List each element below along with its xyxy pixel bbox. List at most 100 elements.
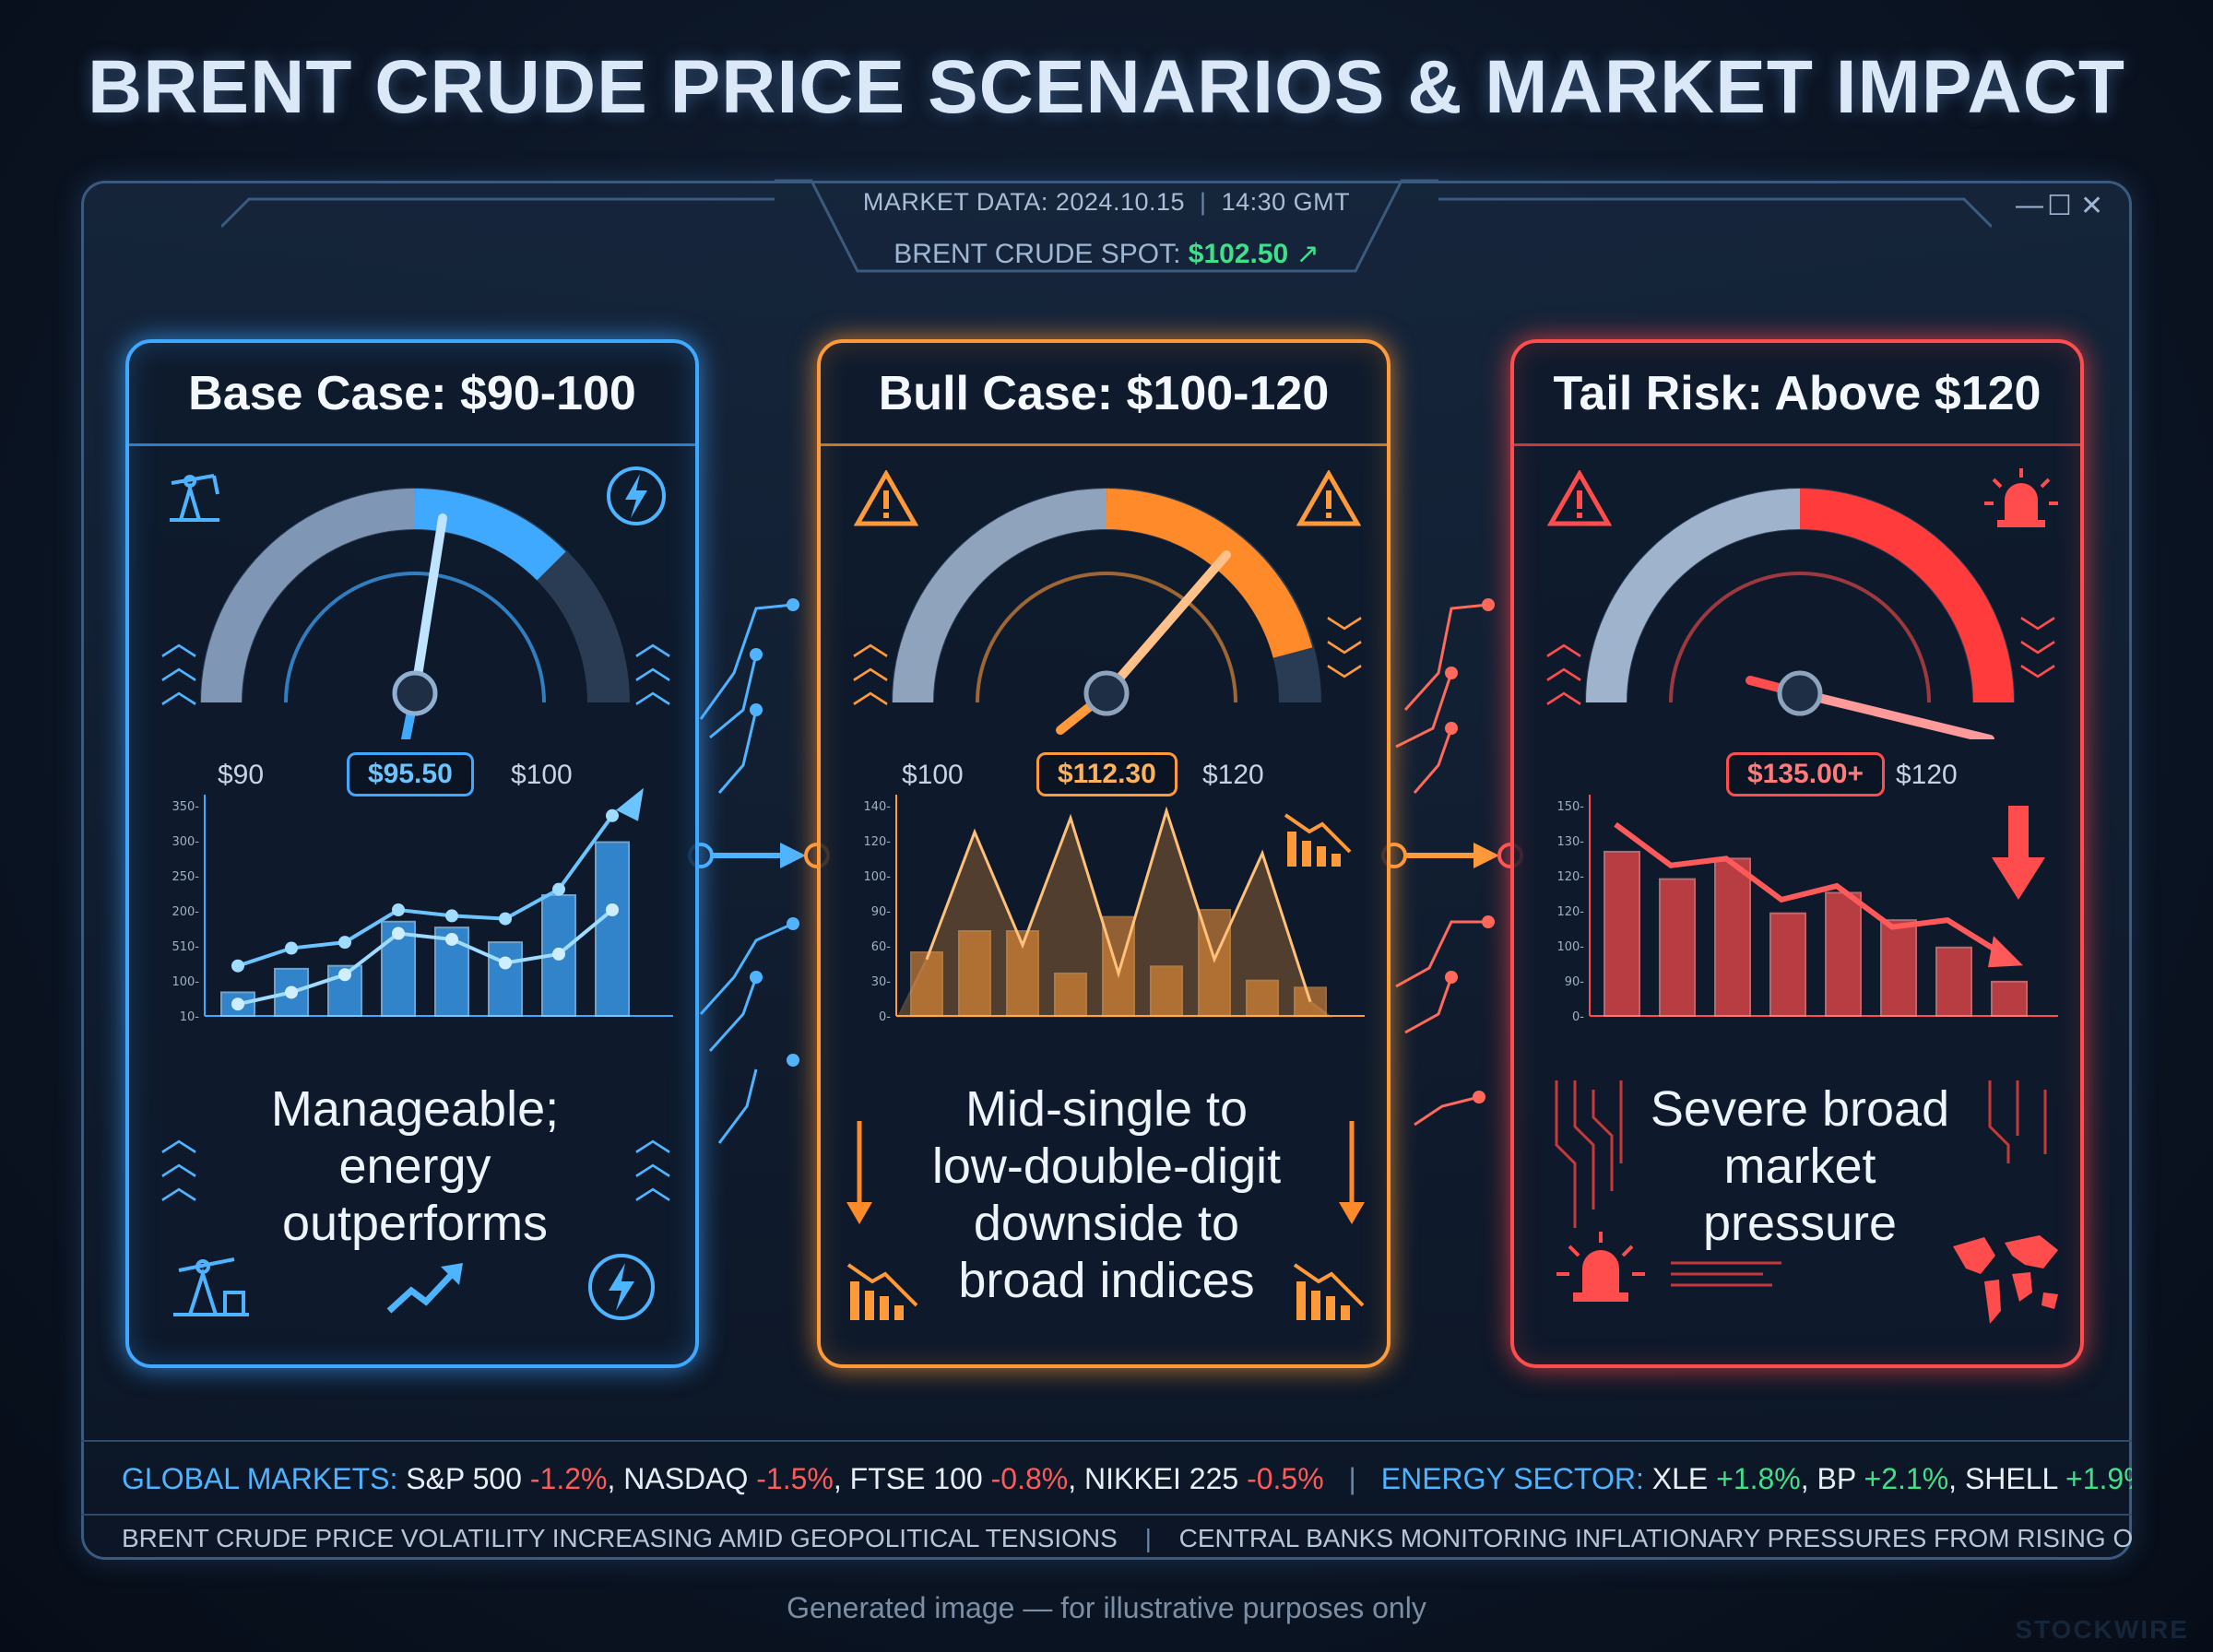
market-data-line: MARKET DATA: 2024.10.15 | 14:30 GMT <box>862 188 1351 216</box>
chart-down-icon <box>846 1263 918 1320</box>
point <box>338 936 351 950</box>
bar <box>1246 979 1279 1018</box>
point <box>285 985 298 999</box>
ticker-change: +1.9% <box>2065 1462 2132 1495</box>
scenario-card-tail: Tail Risk: Above $120 ︿ ︿ ︿ ﹀ ﹀ ﹀ $135.00+ $… <box>1510 339 2084 1368</box>
spot-price-line: BRENT CRUDE SPOT: $102.50 ↗ <box>775 238 1438 270</box>
scenario-card-base: Base Case: $90-100 ︿ ︿ ︿ ︿ ︿ ︿ $90 $95.50 $1… <box>125 339 699 1368</box>
market-data-time: 14:30 GMT <box>1221 188 1351 216</box>
series-line-lower <box>237 908 614 1007</box>
bar <box>488 941 523 1017</box>
chevron-up-icon: ︿ ︿ ︿ <box>634 1118 671 1207</box>
market-data-date: MARKET DATA: 2024.10.15 <box>862 188 1186 216</box>
gauge-min-label: $90 <box>218 760 265 790</box>
arrow-down-icon <box>846 1121 872 1224</box>
bar <box>1714 857 1751 1017</box>
peak-area <box>896 806 1333 1018</box>
minimize-button[interactable]: — <box>2016 190 2043 220</box>
ticker-item: NIKKEI 225 <box>1083 1462 1239 1495</box>
mini-chart-bull: 140- 120- 100- 90- 60- 30- 0- <box>863 795 1365 1024</box>
bar <box>595 841 630 1018</box>
y-tick-label: 30- <box>871 975 892 989</box>
close-button[interactable]: ✕ <box>2080 191 2104 221</box>
gauge-max-label: $120 <box>1202 760 1264 790</box>
impact-line: low-double-digit <box>931 1139 1282 1194</box>
gauge-value: $95.50 <box>347 752 474 796</box>
chevron-up-icon: ︿ ︿ ︿ <box>160 1118 197 1207</box>
point <box>499 912 512 926</box>
mini-chart-tail: 150- 130- 120- 120- 100- 90- 0- <box>1556 795 2058 1024</box>
trend-up-icon: ↗ <box>1296 239 1320 269</box>
y-tick-label: 130- <box>1556 835 1584 849</box>
news-item: BRENT CRUDE PRICE VOLATILITY INCREASING … <box>122 1524 1118 1552</box>
page-title: BRENT CRUDE PRICE SCENARIOS & MARKET IMP… <box>88 45 2125 129</box>
oil-pump-icon <box>173 1257 249 1316</box>
y-tick-label: 140- <box>863 800 891 814</box>
point <box>445 909 458 923</box>
circuit-lines-icon <box>1988 1080 2047 1163</box>
impact-text-bull: Mid-single to low-double-digit downside … <box>858 1080 1355 1309</box>
gauge-max-label: $100 <box>511 760 573 790</box>
point <box>392 926 405 940</box>
ticker-item: SHELL <box>1964 1462 2058 1495</box>
lightning-icon <box>607 466 666 525</box>
ticker-global-label: GLOBAL MARKETS: <box>122 1462 398 1495</box>
impact-line: downside to <box>973 1196 1240 1251</box>
maximize-button[interactable]: ☐ <box>2047 191 2072 221</box>
point <box>338 968 351 982</box>
y-tick-label: 0- <box>1572 1010 1584 1024</box>
bar <box>1604 850 1640 1017</box>
trend-arrowhead <box>1988 936 2023 968</box>
y-tick-label: 300- <box>172 835 199 849</box>
oil-pump-icon <box>170 474 219 522</box>
ticker-change: +1.8% <box>1716 1462 1801 1495</box>
alarm-icon <box>1556 1232 1645 1302</box>
y-tick-label: 120- <box>1556 870 1584 884</box>
y-tick-label: 10- <box>180 1010 200 1024</box>
point <box>606 808 619 822</box>
chart-down-icon <box>1284 813 1352 867</box>
scenario-title-tail: Tail Risk: Above $120 <box>1514 343 2080 446</box>
impact-line: Severe broad <box>1650 1081 1950 1137</box>
ticker-change: -0.5% <box>1247 1462 1324 1495</box>
arrow-down-icon <box>1339 1121 1365 1224</box>
point <box>285 941 298 955</box>
y-tick-label: 100- <box>863 870 891 884</box>
watermark-logo: STOCKWIRE <box>2015 1615 2189 1644</box>
spot-value: $102.50 <box>1188 239 1289 269</box>
price-gauge-tail <box>1585 488 2015 739</box>
impact-line: pressure <box>1702 1196 1898 1251</box>
ticker-change: +2.1% <box>1864 1462 1949 1495</box>
bar <box>910 951 943 1017</box>
bar <box>1991 980 2028 1018</box>
gauge-max-label: $120 <box>1896 760 1958 790</box>
world-map-icon <box>1953 1235 2058 1324</box>
warning-icon <box>1547 470 1612 526</box>
point <box>552 882 565 896</box>
impact-line: Manageable; <box>270 1081 560 1137</box>
y-tick-label: 90- <box>1565 975 1585 989</box>
y-tick-label: 150- <box>1556 800 1584 814</box>
circuit-lines-icon <box>1555 1080 1623 1228</box>
alarm-icon <box>1984 468 2058 527</box>
impact-line: broad indices <box>958 1253 1255 1308</box>
bar <box>1054 973 1087 1017</box>
y-tick-label: 0- <box>879 1010 891 1024</box>
y-tick-label: 350- <box>172 800 199 814</box>
impact-line: energy <box>338 1139 491 1194</box>
impact-line: market <box>1723 1139 1876 1194</box>
y-tick-label: 120- <box>1556 905 1584 919</box>
bar <box>1935 946 1972 1018</box>
bar <box>958 930 991 1017</box>
circuit-lines-icon <box>1671 1261 1781 1287</box>
scenario-title-bull: Bull Case: $100-120 <box>821 343 1387 446</box>
spot-label: BRENT CRUDE SPOT: <box>893 239 1181 269</box>
point <box>231 997 244 1011</box>
trend-line <box>1614 821 2005 957</box>
series-line <box>925 806 1312 1003</box>
point <box>499 956 512 970</box>
y-tick-label: 100- <box>172 975 199 989</box>
connector-base-bull <box>688 598 830 1144</box>
impact-line: Mid-single to <box>964 1081 1249 1137</box>
bar <box>1825 891 1862 1017</box>
